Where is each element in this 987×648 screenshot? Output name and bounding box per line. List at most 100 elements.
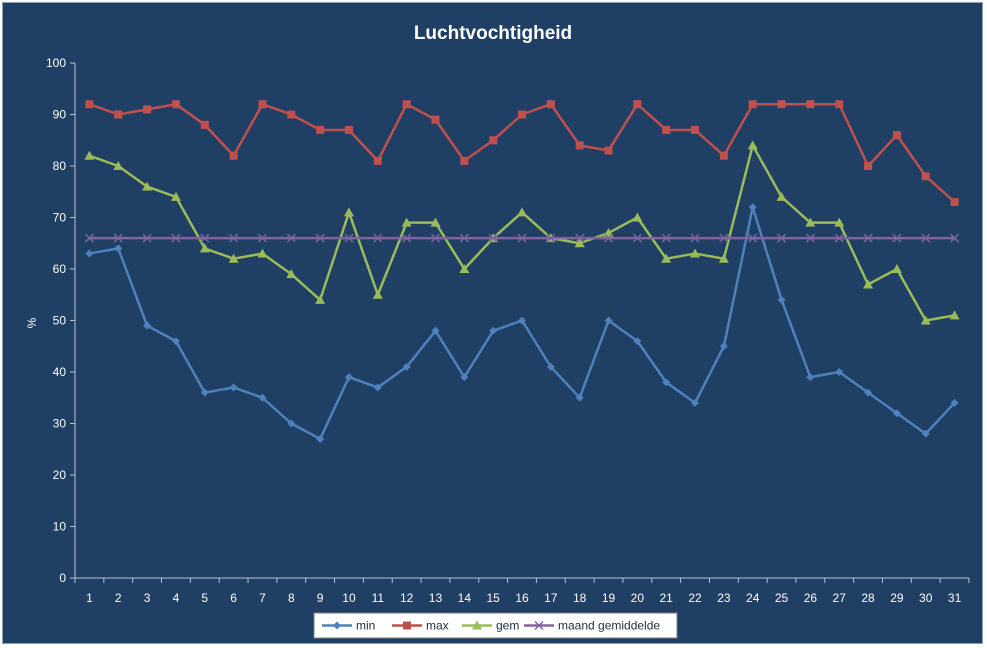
x-tick-label: 7 (259, 591, 266, 605)
data-point-maand-gemiddelde (229, 233, 239, 243)
x-marker-stroke (459, 233, 469, 243)
data-point-max (604, 146, 613, 155)
legend-item-max: max (392, 619, 449, 633)
data-point-maand-gemiddelde (661, 233, 671, 243)
data-point-maand-gemiddelde (892, 233, 902, 243)
data-point-min (719, 342, 728, 351)
x-tick-label: 5 (201, 591, 208, 605)
legend-label-min: min (356, 619, 375, 633)
x-marker-stroke (344, 233, 354, 243)
series-line-gem (88, 144, 955, 322)
data-point-maand-gemiddelde (719, 233, 729, 243)
data-point-maand-gemiddelde (459, 233, 469, 243)
data-point-max (662, 125, 671, 134)
data-point-max (518, 110, 526, 119)
y-axis-label: % (25, 317, 39, 328)
x-marker-stroke (430, 233, 441, 243)
data-point-maand-gemiddelde (805, 233, 815, 243)
y-tick-label: 70 (53, 211, 67, 225)
data-point-min (85, 249, 94, 258)
data-point-maand-gemiddelde (402, 233, 412, 243)
x-tick-label: 27 (833, 591, 847, 605)
data-point-max (373, 156, 382, 165)
data-point-maand-gemiddelde (257, 233, 267, 243)
data-point-min (114, 244, 123, 253)
data-point-min (546, 362, 555, 371)
data-point-max (575, 141, 584, 150)
x-marker-stroke (719, 233, 729, 243)
data-point-min (287, 419, 296, 428)
x-tick-label: 28 (861, 591, 875, 605)
series-max (85, 100, 959, 207)
data-point-maand-gemiddelde (834, 233, 844, 243)
x-tick-label: 22 (688, 591, 702, 605)
data-point-maand-gemiddelde (200, 233, 210, 243)
data-point-max (950, 198, 959, 207)
x-tick-label: 18 (573, 591, 587, 605)
data-point-gem (661, 253, 672, 263)
y-tick-label: 90 (53, 108, 67, 122)
data-point-gem (257, 248, 268, 258)
x-marker-stroke (805, 233, 815, 243)
data-point-maand-gemiddelde (344, 233, 354, 243)
data-point-gem (315, 294, 326, 304)
y-tick-label: 50 (53, 314, 67, 328)
data-point-maand-gemiddelde (632, 233, 642, 243)
x-marker-stroke (200, 233, 210, 243)
data-point-maand-gemiddelde (113, 233, 123, 243)
x-marker-stroke (373, 233, 383, 243)
data-point-min (171, 337, 180, 346)
x-marker-stroke (257, 233, 267, 243)
data-point-gem (517, 207, 527, 217)
data-point-maand-gemiddelde (603, 233, 614, 243)
chart-title: Luchtvochtigheid (414, 23, 572, 44)
data-point-min (633, 337, 642, 346)
x-marker-stroke (229, 233, 239, 243)
data-point-maand-gemiddelde (950, 233, 960, 243)
data-point-gem (199, 243, 210, 253)
data-point-max (229, 151, 238, 160)
data-point-min (518, 316, 526, 325)
data-point-max (892, 131, 901, 140)
x-marker-stroke (748, 233, 758, 243)
data-point-min (835, 368, 844, 376)
data-point-min (777, 295, 786, 304)
data-point-min (258, 393, 267, 402)
data-point-maand-gemiddelde (488, 233, 498, 243)
data-point-gem (228, 253, 239, 263)
data-point-max (460, 156, 469, 165)
data-point-maand-gemiddelde (171, 233, 181, 243)
x-marker-stroke (534, 620, 544, 631)
y-tick-label: 10 (53, 520, 67, 534)
data-point-min (143, 321, 152, 330)
x-marker-stroke (603, 233, 614, 243)
data-point-max (691, 125, 700, 134)
x-marker-stroke (84, 233, 94, 243)
data-point-max (546, 100, 555, 109)
x-marker-stroke (171, 233, 181, 243)
x-tick-label: 24 (746, 591, 760, 605)
x-marker-stroke (517, 233, 527, 243)
data-point-min (806, 373, 815, 382)
data-point-maand-gemiddelde (921, 233, 931, 243)
data-point-gem (84, 150, 95, 160)
x-marker-stroke (921, 233, 931, 243)
series-line-max (88, 102, 956, 203)
x-tick-label: 23 (717, 591, 731, 605)
x-marker-stroke (863, 233, 873, 243)
data-point-min (921, 429, 930, 438)
x-marker-stroke (488, 233, 498, 243)
x-tick-label: 26 (804, 591, 818, 605)
x-marker-stroke (834, 233, 844, 243)
data-point-max (489, 136, 498, 145)
x-marker-stroke (777, 233, 787, 243)
data-point-max (344, 125, 353, 134)
data-point-gem (920, 315, 931, 325)
data-point-gem (805, 217, 816, 227)
y-tick-label: 100 (46, 56, 66, 70)
x-tick-label: 12 (400, 591, 414, 605)
x-tick-label: 4 (173, 591, 180, 605)
data-point-maand-gemiddelde (777, 233, 787, 243)
